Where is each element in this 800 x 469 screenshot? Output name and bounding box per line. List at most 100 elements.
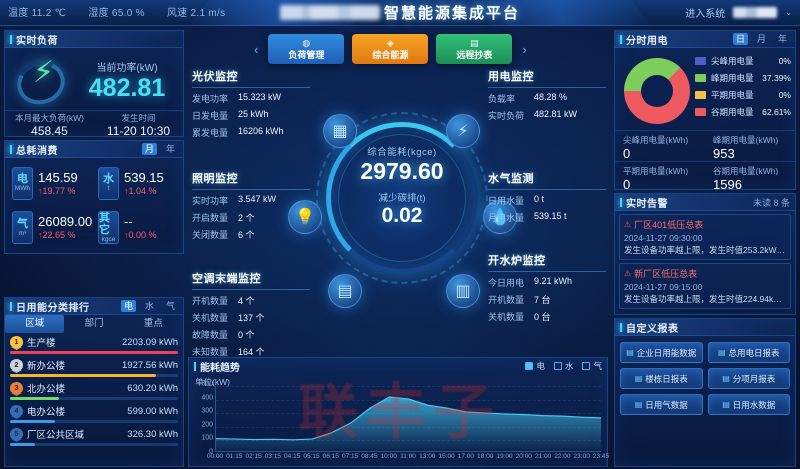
alarm-header: 实时告警 未读 8 条 <box>615 194 795 211</box>
realtime-load-header: 实时负荷 <box>5 31 183 48</box>
weather-windspeed: 风速 2.1 m/s <box>166 8 226 19</box>
metric-value: 16206 kWh <box>238 126 284 136</box>
nav-prev-arrow-icon[interactable]: ‹ <box>254 41 259 57</box>
list-item[interactable]: 4 电办公楼 599.00 kWh <box>10 404 178 423</box>
metric-row: 开启数量 2 个 <box>192 211 310 224</box>
chart-legend[interactable]: 电 水 气 <box>525 360 602 372</box>
nav-button-remote-meter[interactable]: ▤ 远程抄表 <box>436 34 513 64</box>
x-axis-tick: 08:45 <box>361 453 378 460</box>
metric-row: 月用水量 539.15 t <box>488 211 606 224</box>
tab-month[interactable]: 月 <box>141 143 157 155</box>
tab-day[interactable]: 日 <box>732 33 748 45</box>
arrow-up-icon: ↑ <box>38 185 43 196</box>
water-value: 539.15 <box>124 169 164 185</box>
ring-outer-decoration <box>316 112 488 284</box>
tab-area[interactable]: 区域 <box>5 315 65 333</box>
x-axis-tick: 21:00 <box>534 453 552 460</box>
consumption-grid: 电 MWh 145.59 ↑19.77 % 水 t 539.15 ↑1.04 % <box>5 158 183 253</box>
tab-department[interactable]: 部门 <box>84 318 104 329</box>
rank-badge-icon: 1 <box>10 336 23 348</box>
alarm-timestamp: 2024-11-27 09:15:00 <box>624 282 703 292</box>
nav-button-label: 综合能源 <box>372 49 409 60</box>
tab-year[interactable]: 年 <box>777 34 787 44</box>
hvac-node-icon[interactable]: ▤ <box>328 274 362 308</box>
consumption-period-tabs[interactable]: 月 年 <box>141 143 178 155</box>
document-icon: ▤ <box>634 374 643 383</box>
chart-legend-gas[interactable]: 气 <box>582 360 602 372</box>
document-icon: ▤ <box>717 348 726 357</box>
list-item[interactable]: 5 厂区公共区域 326.30 kWh <box>10 427 178 446</box>
tou-period-tabs[interactable]: 日 月 年 <box>732 33 790 45</box>
pv-node-icon[interactable]: ▦ <box>323 114 357 148</box>
realtime-load-title: 实时负荷 <box>16 35 58 47</box>
nav-button-label: 远程抄表 <box>456 49 493 60</box>
remote-meter-icon: ▤ <box>470 37 479 48</box>
tab-year[interactable]: 年 <box>165 144 175 154</box>
comprehensive-energy-value: 2979.60 <box>360 158 444 184</box>
tab-key[interactable]: 重点 <box>143 318 163 329</box>
alarm-item[interactable]: ⚠ 新厂区低压总表 2024-11-27 09:15:00 发生设备功率越上限，发生时… <box>619 263 791 309</box>
tou-body: 尖峰用电量 0% 峰期用电量 37.39% 平期用电量 0% 谷期用电量 62.61% <box>615 48 795 130</box>
enter-system-label[interactable]: 进入系统 <box>685 9 726 20</box>
ranking-scope-tabs[interactable]: 区域 部门 重点 <box>5 315 183 333</box>
water-glyph: 水 <box>103 173 114 186</box>
enter-system-area[interactable]: 进入系统 ⌄ <box>685 5 792 20</box>
report-button[interactable]: ▤ 楼栋日报表 <box>620 368 703 389</box>
gas-unit: m³ <box>18 229 27 237</box>
tou-title: 分时用电 <box>626 35 668 47</box>
list-item[interactable]: 1 生产楼 2203.09 kWh <box>10 335 178 354</box>
chart-series-electricity <box>216 396 601 451</box>
tab-month[interactable]: 月 <box>756 34 766 44</box>
report-button[interactable]: ▤ 日用气数据 <box>620 394 703 415</box>
legend-label: 电 <box>536 361 545 371</box>
legend-item[interactable]: 平期用电量 0% <box>695 89 791 101</box>
total-consumption-title: 总耗消费 <box>16 145 58 157</box>
realtime-load-panel: 实时负荷 ⚡ 当前功率(kW) 482.81 本月最大负荷(kW) 458.45… <box>4 30 184 138</box>
x-axis-tick: 02:15 <box>245 453 262 460</box>
list-item[interactable]: 3 北办公楼 630.20 kWh <box>10 381 178 400</box>
report-button[interactable]: ▤ 企业日用能数据 <box>620 342 703 363</box>
tab-water[interactable]: 水 <box>144 301 154 311</box>
nav-next-arrow-icon[interactable]: › <box>522 41 527 57</box>
water-gas-monitor-rows: 日用水量 0 t 月用水量 539.15 t <box>488 194 606 224</box>
chart-header: 能耗趋势 电 水 气 <box>189 358 607 374</box>
metric-label: 日用水量 <box>488 196 525 206</box>
accent-bar-icon <box>194 361 196 371</box>
warning-icon: ⚠ <box>624 269 632 278</box>
metric-row: 开机数量 4 个 <box>192 294 310 307</box>
tab-gas[interactable]: 气 <box>165 301 175 311</box>
x-axis-tick: 17:00 <box>457 453 475 460</box>
nav-button-load-management[interactable]: ◍ 负荷管理 <box>268 34 345 64</box>
chart-legend-water[interactable]: 水 <box>553 360 573 372</box>
center-nav[interactable]: ‹ ◍ 负荷管理 ◈ 综合能源 ▤ 远程抄表 › <box>252 34 529 64</box>
metric-label: 实时负荷 <box>488 111 525 121</box>
legend-item[interactable]: 峰期用电量 37.39% <box>695 72 791 84</box>
metric-value: 25 kWh <box>238 109 269 119</box>
list-item[interactable]: 2 新办公楼 1927.56 kWh <box>10 358 178 377</box>
report-button[interactable]: ▤ 总用电日报表 <box>707 342 790 363</box>
report-button-label: 分项月报表 <box>732 373 776 384</box>
report-button[interactable]: ▤ 日用水数据 <box>707 394 790 415</box>
report-button[interactable]: ▤ 分项月报表 <box>707 368 790 389</box>
alarm-unread-count[interactable]: 未读 8 条 <box>752 197 790 208</box>
ranking-energy-tabs[interactable]: 电 水 气 <box>120 300 178 312</box>
lighting-monitor-block: 照明监控 实时功率 3.547 kW 开启数量 2 个关闭数量 6 个 <box>192 170 310 241</box>
weather-humidity: 湿度 65.0 % <box>88 8 145 19</box>
tou-stat-sharp: 尖峰用电量(kWh) 0 <box>615 131 705 161</box>
chevron-down-icon[interactable]: ⌄ <box>785 8 792 17</box>
legend-label: 气 <box>593 361 602 371</box>
alarm-item[interactable]: ⚠ 厂区401低压总表 2024-11-27 09:30:00 发生设备功率越上限，发… <box>619 214 791 260</box>
boiler-node-icon[interactable]: ▥ <box>446 274 480 308</box>
tab-electricity[interactable]: 电 <box>120 300 136 312</box>
legend-item[interactable]: 尖峰用电量 0% <box>695 55 791 67</box>
user-name-redacted[interactable] <box>733 7 778 18</box>
other-unit: kgce <box>101 235 116 243</box>
legend-item[interactable]: 谷期用电量 62.61% <box>695 106 791 118</box>
water-node-icon[interactable]: 💧 <box>483 200 517 234</box>
electricity-node-icon[interactable]: ⚡ <box>446 114 480 148</box>
nav-button-integrated-energy[interactable]: ◈ 综合能源 <box>352 34 429 64</box>
chart-legend-electricity[interactable]: 电 <box>525 360 545 372</box>
tou-stat-value: 0 <box>623 146 631 161</box>
tou-stat-label: 平期用电量(kWh) <box>623 166 689 176</box>
lighting-node-icon[interactable]: 💡 <box>288 200 322 234</box>
